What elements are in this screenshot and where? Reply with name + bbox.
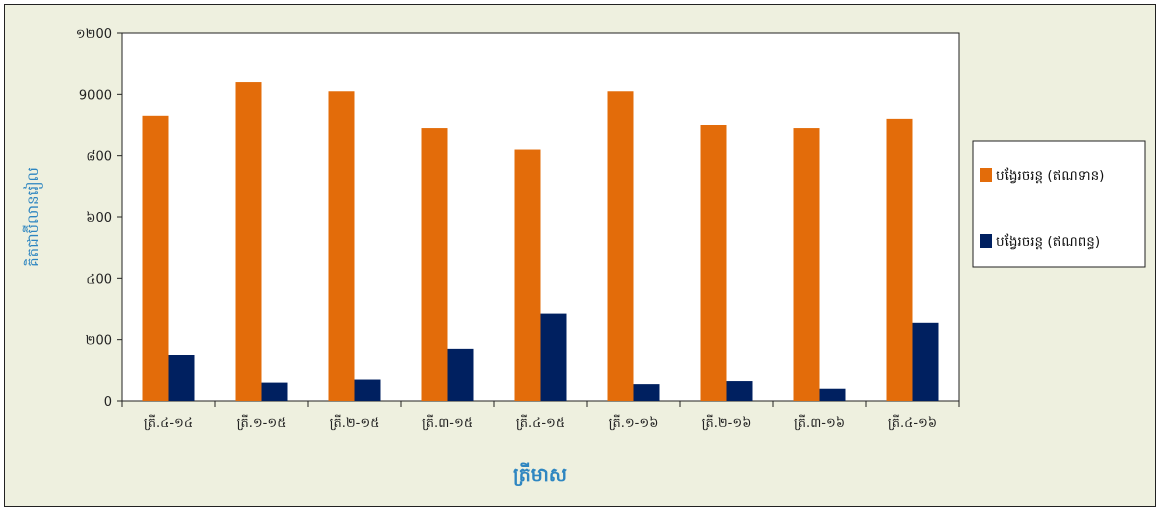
bar-debit — [819, 388, 846, 401]
x-tick-label: ត្រី.៣-១៥ — [422, 414, 473, 431]
bar-credit — [700, 125, 727, 401]
legend-swatch — [980, 168, 992, 182]
labels-group: 0 ២00 ៤00 ៦00 ៨00 9000 ១២00 ត្រី.៤-១៤ ត្រី.១-១៥ ត… — [76, 27, 937, 431]
bar-credit — [607, 91, 634, 402]
y-tick-label: ៨00 — [86, 150, 112, 165]
x-tick-label: ត្រី.៤-១៥ — [516, 414, 565, 431]
x-tick-label: ត្រី.៤-១៦ — [888, 414, 937, 431]
y-axis-title: គិតជាប៊ីលានរៀល — [22, 167, 43, 267]
bar-debit — [912, 322, 939, 401]
bar-credit — [328, 91, 355, 402]
y-tick-label: 0 — [104, 395, 112, 410]
bar-credit — [235, 82, 262, 402]
bar-credit — [793, 128, 820, 402]
x-tick-label: ត្រី.៣-១៦ — [794, 414, 845, 431]
legend: បង្វែរចរន្ត (ឥណទាន) បង្វែរចរន្ត (ឥណពន្ធ) — [980, 167, 1104, 250]
bar-credit — [421, 128, 448, 402]
y-tick-label: ៦00 — [86, 211, 112, 226]
bar-credit — [886, 118, 913, 401]
bar-debit — [540, 313, 567, 401]
legend-swatch — [980, 234, 992, 248]
bar-debit — [168, 355, 195, 401]
x-axis-title: ត្រីមាស — [513, 462, 567, 486]
y-tick-label: ៤00 — [86, 272, 112, 287]
bar-debit — [261, 382, 288, 401]
bar-debit — [447, 348, 474, 401]
x-tick-label: ត្រី.១-១៦ — [609, 414, 659, 431]
legend-label: បង្វែរចរន្ត (ឥណពន្ធ) — [996, 233, 1100, 250]
legend-label: បង្វែរចរន្ត (ឥណទាន) — [996, 167, 1104, 184]
x-tick-label: ត្រី.៤-១៤ — [144, 414, 193, 431]
bars-group — [142, 82, 939, 402]
axes-group — [117, 32, 960, 407]
y-tick-label: ២00 — [86, 334, 112, 349]
bar-credit — [142, 115, 169, 402]
x-tick-label: ត្រី.២-១៥ — [330, 414, 380, 431]
x-tick-label: ត្រី.១-១៥ — [237, 414, 287, 431]
legend-box — [972, 140, 1146, 268]
y-tick-label: 9000 — [79, 88, 112, 103]
bar-debit — [726, 381, 753, 401]
bar-debit — [633, 384, 660, 401]
y-tick-label: ១២00 — [76, 27, 112, 42]
bar-credit — [514, 149, 541, 401]
x-tick-label: ត្រី.២-១៦ — [702, 414, 752, 431]
bar-debit — [354, 379, 381, 401]
